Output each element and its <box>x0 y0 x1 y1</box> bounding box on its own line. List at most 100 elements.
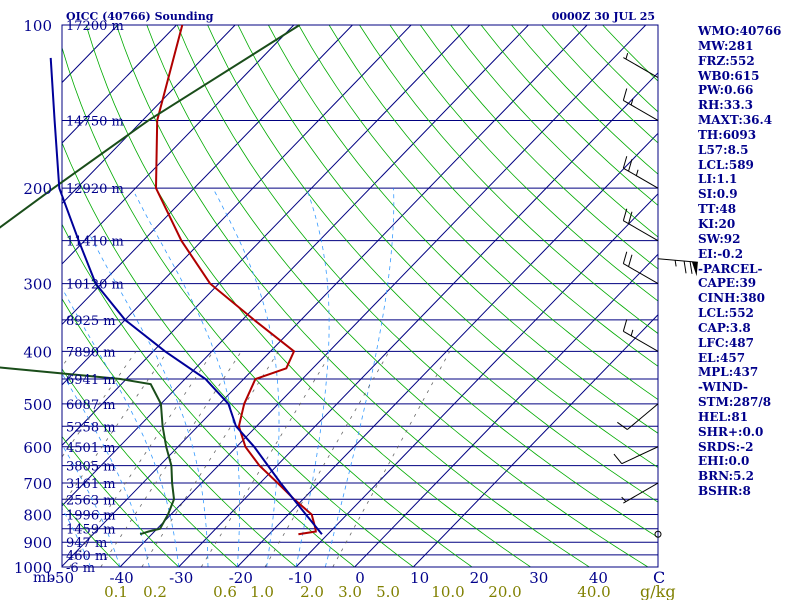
isotherm-line <box>295 193 658 567</box>
temperature-tick-label: -50 <box>50 569 74 587</box>
mixing-tick-label: 3.0 <box>338 583 362 600</box>
height-label: 8925 m <box>66 314 116 329</box>
height-label: 17200 m <box>66 19 124 34</box>
dry-adiabat-line <box>328 25 658 367</box>
pressure-tick-label: 100 <box>23 17 52 35</box>
wind-barb <box>622 319 659 352</box>
dry-adiabat-line <box>359 25 658 335</box>
index-line: SHR+:0.0 <box>698 424 764 439</box>
dry-adiabat-line <box>268 25 658 434</box>
height-label: 6941 m <box>66 373 116 388</box>
index-line: RH:33.3 <box>698 98 753 113</box>
index-line: BSHR:8 <box>698 484 751 499</box>
plot-border <box>61 24 659 568</box>
parcel-profile-line <box>49 57 323 535</box>
moist-adiabat-line <box>324 188 395 567</box>
index-line: WMO:40766 <box>698 24 782 38</box>
wind-barb <box>622 208 659 242</box>
indices-panel: WMO:40766 MW:281 FRZ:552 WB0:615 PW:0.66 RH:3… <box>698 24 798 499</box>
index-line: LCL:589 <box>698 157 754 172</box>
mixing-tick-label: 10.0 <box>431 583 464 600</box>
index-line: PW:0.66 <box>698 83 754 98</box>
index-line: STM:287/8 <box>698 395 772 410</box>
height-label: 1996 m <box>66 508 116 523</box>
dry-adiabat-line <box>62 223 355 567</box>
isotherm-line <box>119 25 647 567</box>
pressure-tick-label: 700 <box>23 475 52 493</box>
isotherm-line <box>412 314 658 567</box>
wind-barb <box>617 403 659 430</box>
height-label: 7890 m <box>66 345 116 360</box>
index-line: -PARCEL- <box>698 261 763 276</box>
temperature-tick-label: -10 <box>288 569 312 587</box>
height-label: -6 m <box>66 561 95 576</box>
isotherm-line <box>62 25 412 386</box>
temperature-tick-label: -20 <box>229 569 253 587</box>
isotherm-line <box>178 72 658 567</box>
mixing-ratio-line <box>141 351 279 567</box>
index-line: HEL:81 <box>698 409 749 424</box>
pressure-tick-label: 400 <box>23 343 52 361</box>
index-line: SI:0.9 <box>698 187 738 202</box>
pressure-tick-label: 600 <box>23 439 52 457</box>
mixing-tick-label: 0.2 <box>143 583 167 600</box>
index-line: MW:281 <box>698 38 754 53</box>
height-label: 947 m <box>66 536 107 551</box>
height-label: 3805 m <box>66 460 116 475</box>
index-line: -WIND- <box>698 380 748 395</box>
index-line: CAP:3.8 <box>698 320 751 335</box>
dry-adiabat-line <box>62 141 414 567</box>
mixing-ratio-line <box>332 351 451 567</box>
mixing-ratio-line <box>200 351 333 567</box>
index-line: FRZ:552 <box>698 53 755 68</box>
height-label: 1459 m <box>66 523 116 538</box>
dry-adiabat-line <box>62 368 238 567</box>
temperature-tick-label: 30 <box>529 569 548 587</box>
mixing-tick-label: 40.0 <box>577 583 610 600</box>
dry-adiabat-line <box>62 435 179 567</box>
height-label: 2563 m <box>66 493 116 508</box>
temperature-tick-label: -30 <box>169 569 193 587</box>
index-line: LFC:487 <box>698 335 754 350</box>
pressure-tick-label: 1000 <box>14 559 52 577</box>
isotherm-line <box>236 132 658 567</box>
pressure-tick-label: 900 <box>23 534 52 552</box>
isotherm-line <box>354 253 658 567</box>
dry-adiabat-line <box>62 46 473 567</box>
y-axis-unit: mb <box>33 570 55 586</box>
pressure-tick-label: 500 <box>23 396 52 414</box>
pressure-tick-label: 300 <box>23 276 52 294</box>
mixing-tick-label: 20.0 <box>488 583 521 600</box>
index-line: EI:-0.2 <box>698 246 744 261</box>
isotherm-line <box>62 25 295 265</box>
calm-wind-marker <box>654 530 662 538</box>
pressure-tick-label: 200 <box>23 180 52 198</box>
index-line: TT:48 <box>698 202 737 217</box>
dry-adiabat-line <box>116 25 590 567</box>
height-label: 4501 m <box>66 441 116 456</box>
chart-title: OICC (40766) Sounding <box>66 10 214 23</box>
mixing-tick-label: 0.6 <box>213 583 237 600</box>
height-label: 12920 m <box>66 182 124 197</box>
dry-adiabat-line <box>176 25 658 538</box>
mixing-tick-label: 2.0 <box>300 583 324 600</box>
height-label: 11410 m <box>66 235 124 250</box>
height-label: 5258 m <box>66 420 116 435</box>
index-line: MAXT:36.4 <box>698 113 773 128</box>
temperature-tick-label: 20 <box>470 569 489 587</box>
index-line: LI:1.1 <box>698 172 738 187</box>
isotherm-line <box>62 25 588 567</box>
mixing-ratio-line <box>264 351 390 567</box>
pressure-tick-label: 800 <box>23 506 52 524</box>
mixing-unit: g/kg <box>640 582 676 600</box>
temperature-tick-label: -40 <box>110 569 134 587</box>
wind-barb <box>623 52 659 78</box>
wind-barb <box>621 482 659 504</box>
temperature-profile-line <box>154 24 317 536</box>
index-line: TH:6093 <box>698 127 757 142</box>
index-line: CINH:380 <box>698 291 765 306</box>
height-label: 6087 m <box>66 398 116 413</box>
dry-adiabat-line <box>62 297 297 567</box>
index-line: SW:92 <box>698 231 741 246</box>
